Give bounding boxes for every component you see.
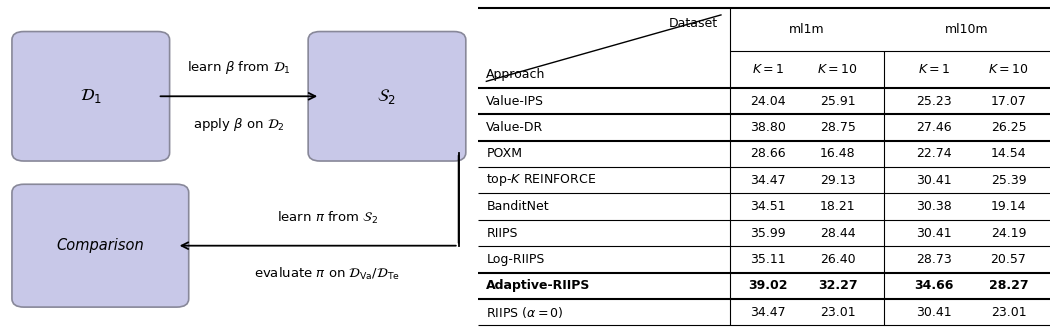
Text: Value-IPS: Value-IPS <box>486 95 544 108</box>
Text: top-$K$ REINFORCE: top-$K$ REINFORCE <box>486 172 596 188</box>
Text: 24.04: 24.04 <box>751 95 786 108</box>
Text: 28.73: 28.73 <box>916 253 951 266</box>
Text: Log-RIIPS: Log-RIIPS <box>486 253 545 266</box>
Text: Dataset: Dataset <box>669 17 718 30</box>
Text: Adaptive-RIIPS: Adaptive-RIIPS <box>486 279 591 292</box>
Text: 23.01: 23.01 <box>820 306 856 319</box>
Text: 30.41: 30.41 <box>916 306 951 319</box>
Text: $K = 1$: $K = 1$ <box>752 63 784 76</box>
Text: RIIPS ($\alpha = 0$): RIIPS ($\alpha = 0$) <box>486 305 564 320</box>
Text: 25.23: 25.23 <box>916 95 951 108</box>
Text: RIIPS: RIIPS <box>486 226 518 240</box>
Text: apply $\beta$ on $\mathcal{D}_2$: apply $\beta$ on $\mathcal{D}_2$ <box>193 116 285 133</box>
Text: 28.66: 28.66 <box>751 147 786 160</box>
Text: 16.48: 16.48 <box>820 147 856 160</box>
Text: 23.01: 23.01 <box>991 306 1026 319</box>
Text: 34.51: 34.51 <box>751 200 786 213</box>
Text: 25.91: 25.91 <box>820 95 856 108</box>
Text: BanditNet: BanditNet <box>486 200 549 213</box>
Text: $\mathcal{D}_1$: $\mathcal{D}_1$ <box>80 87 102 105</box>
Text: 20.57: 20.57 <box>990 253 1027 266</box>
Text: 28.27: 28.27 <box>989 279 1028 292</box>
Text: 30.38: 30.38 <box>916 200 951 213</box>
Text: 19.14: 19.14 <box>991 200 1026 213</box>
Text: 30.41: 30.41 <box>916 226 951 240</box>
Text: 17.07: 17.07 <box>990 95 1027 108</box>
Text: POXM: POXM <box>486 147 522 160</box>
Text: 34.47: 34.47 <box>751 306 786 319</box>
Text: Approach: Approach <box>486 68 546 81</box>
Text: $K = 1$: $K = 1$ <box>918 63 950 76</box>
Text: learn $\pi$ from $\mathcal{S}_2$: learn $\pi$ from $\mathcal{S}_2$ <box>277 210 378 226</box>
Text: 30.41: 30.41 <box>916 174 951 187</box>
Text: $K = 10$: $K = 10$ <box>988 63 1029 76</box>
Text: $\mathcal{S}_2$: $\mathcal{S}_2$ <box>378 87 397 106</box>
Text: 32.27: 32.27 <box>818 279 858 292</box>
FancyBboxPatch shape <box>12 32 170 161</box>
Text: 18.21: 18.21 <box>820 200 856 213</box>
Text: Value-DR: Value-DR <box>486 121 544 134</box>
Text: 26.25: 26.25 <box>991 121 1026 134</box>
Text: 28.75: 28.75 <box>820 121 856 134</box>
Text: evaluate $\pi$ on $\mathcal{D}_{\mathrm{Va}}/\mathcal{D}_{\mathrm{Te}}$: evaluate $\pi$ on $\mathcal{D}_{\mathrm{… <box>254 266 400 282</box>
Text: Comparison: Comparison <box>57 238 144 253</box>
FancyBboxPatch shape <box>12 184 189 307</box>
Text: 34.66: 34.66 <box>915 279 953 292</box>
Text: 35.99: 35.99 <box>751 226 786 240</box>
Text: 25.39: 25.39 <box>991 174 1026 187</box>
Text: 38.80: 38.80 <box>751 121 786 134</box>
FancyBboxPatch shape <box>308 32 466 161</box>
Text: 34.47: 34.47 <box>751 174 786 187</box>
Text: 14.54: 14.54 <box>991 147 1026 160</box>
Text: 35.11: 35.11 <box>751 253 786 266</box>
Text: $K = 10$: $K = 10$ <box>817 63 858 76</box>
Text: ml10m: ml10m <box>945 23 989 37</box>
Text: learn $\beta$ from $\mathcal{D}_1$: learn $\beta$ from $\mathcal{D}_1$ <box>187 59 291 76</box>
Text: 27.46: 27.46 <box>916 121 951 134</box>
Text: 28.44: 28.44 <box>820 226 856 240</box>
Text: 22.74: 22.74 <box>916 147 951 160</box>
Text: 26.40: 26.40 <box>820 253 856 266</box>
Text: 39.02: 39.02 <box>749 279 788 292</box>
Text: 29.13: 29.13 <box>820 174 856 187</box>
Text: 24.19: 24.19 <box>991 226 1026 240</box>
Text: ml1m: ml1m <box>789 23 824 37</box>
